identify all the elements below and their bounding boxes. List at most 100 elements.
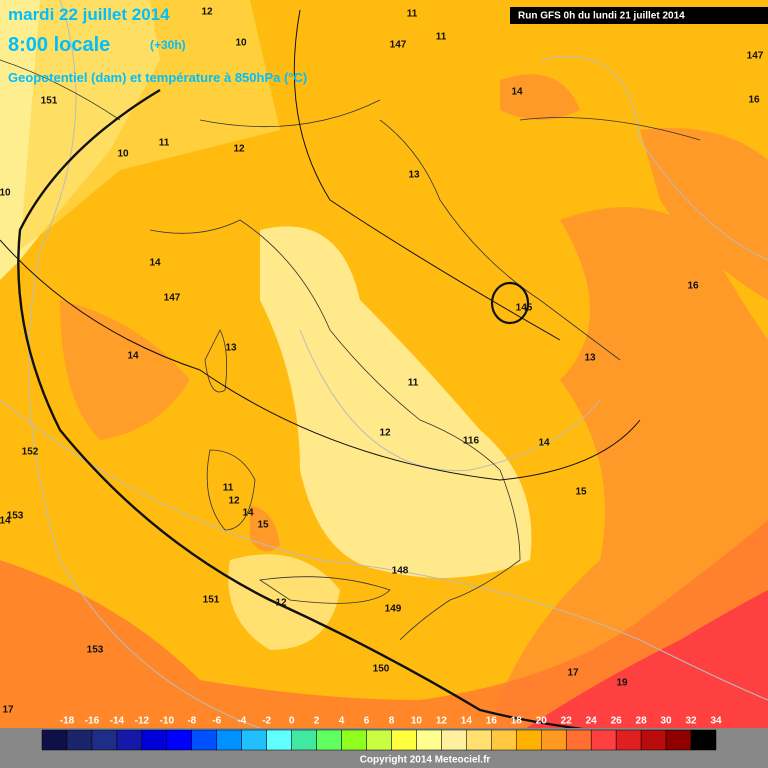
colorbar-swatch bbox=[690, 729, 717, 751]
colorbar-swatch bbox=[665, 729, 692, 751]
colorbar-label: 18 bbox=[511, 716, 523, 727]
contour-label: 147 bbox=[390, 40, 407, 51]
warm-region bbox=[500, 74, 580, 120]
contour-label: 10 bbox=[0, 188, 11, 199]
colorbar-label: -14 bbox=[110, 716, 125, 727]
contour-label: 11 bbox=[223, 483, 234, 494]
colorbar-label: -16 bbox=[85, 716, 100, 727]
colorbar-swatch bbox=[366, 729, 392, 751]
colorbar-label: 28 bbox=[636, 716, 648, 727]
colorbar-label: -2 bbox=[262, 716, 271, 727]
contour-label: 14 bbox=[0, 516, 11, 527]
contour-label: 10 bbox=[235, 38, 247, 49]
colorbar-label: 32 bbox=[685, 716, 697, 727]
colorbar-label: 22 bbox=[561, 716, 573, 727]
contour-label: 147 bbox=[164, 293, 181, 304]
colorbar-label: 24 bbox=[586, 716, 598, 727]
contour-label: 152 bbox=[22, 447, 39, 458]
run-info: Run GFS 0h du lundi 21 juillet 2014 bbox=[518, 11, 685, 22]
lead-time: (+30h) bbox=[150, 38, 186, 52]
colorbar-label: 8 bbox=[389, 716, 395, 727]
colorbar-label: 14 bbox=[461, 716, 473, 727]
coastlines bbox=[0, 59, 701, 641]
run-banner bbox=[510, 7, 768, 24]
contour-label: 14 bbox=[127, 351, 139, 362]
colorbar-swatch bbox=[466, 729, 492, 751]
cool-region bbox=[260, 226, 532, 578]
colorbar-swatch bbox=[341, 729, 367, 751]
contour-label: 11 bbox=[407, 9, 418, 20]
contour-label: 12 bbox=[379, 428, 391, 439]
warm-region bbox=[250, 505, 280, 552]
contour-label: 13 bbox=[584, 353, 596, 364]
contour-label: 17 bbox=[2, 705, 14, 716]
colorbar-swatch bbox=[391, 729, 417, 751]
contour-label: 148 bbox=[392, 566, 409, 577]
colorbar-label: -12 bbox=[135, 716, 150, 727]
contour-label: 19 bbox=[616, 678, 628, 689]
colorbar-swatch bbox=[316, 729, 342, 751]
contour-label: 149 bbox=[385, 604, 402, 615]
contour-label: 153 bbox=[7, 511, 24, 522]
contour-label: 14 bbox=[511, 87, 523, 98]
contour-label: 16 bbox=[687, 281, 699, 292]
contour-label: 11 bbox=[159, 138, 170, 149]
colorbar-label: 16 bbox=[486, 716, 498, 727]
contour-label: 147 bbox=[747, 51, 764, 62]
colorbar-swatch bbox=[166, 729, 193, 751]
contour-label: 14 bbox=[538, 438, 550, 449]
contour-label: 14 bbox=[242, 508, 254, 519]
colorbar-label: 12 bbox=[436, 716, 448, 727]
colorbar-label: 10 bbox=[411, 716, 423, 727]
colorbar-swatch bbox=[491, 729, 517, 751]
contour-label: 151 bbox=[203, 595, 220, 606]
colorbar-label: 34 bbox=[710, 716, 722, 727]
geopotential-contours bbox=[0, 9, 768, 742]
colorbar-label: 20 bbox=[536, 716, 548, 727]
contour-label: 13 bbox=[225, 343, 237, 354]
date-title: mardi 22 juillet 2014 bbox=[8, 5, 170, 24]
colorbar-label: 0 bbox=[289, 716, 295, 727]
contour-label: 12 bbox=[228, 496, 240, 507]
time-title: 8:00 locale bbox=[8, 34, 110, 56]
colorbar-swatch bbox=[266, 729, 292, 751]
colorbar-swatch bbox=[640, 729, 667, 751]
colorbar-swatch bbox=[291, 729, 317, 751]
contour-label: 15 bbox=[257, 520, 269, 531]
colorbar-swatch bbox=[441, 729, 467, 751]
colorbar-swatch bbox=[241, 729, 267, 751]
temperature-contours bbox=[0, 0, 768, 741]
colorbar-swatch bbox=[615, 729, 642, 751]
colorbar-swatch bbox=[141, 729, 168, 751]
contour-label: 17 bbox=[567, 668, 579, 679]
colorbar-swatch bbox=[590, 729, 617, 751]
colorbar-swatch bbox=[116, 729, 143, 751]
cool-region bbox=[228, 554, 340, 650]
contour-label: 145 bbox=[516, 303, 533, 314]
contour-label: 12 bbox=[233, 144, 245, 155]
field-title: Geopotentiel (dam) et température à 850h… bbox=[8, 70, 307, 85]
colorbar-label: 26 bbox=[611, 716, 623, 727]
contour-label: 12 bbox=[275, 598, 287, 609]
contour-label: 153 bbox=[87, 645, 104, 656]
contour-label: 151 bbox=[41, 96, 58, 107]
colorbar-label: 2 bbox=[314, 716, 320, 727]
colorbar-swatch bbox=[66, 729, 93, 751]
colorbar-swatch bbox=[41, 729, 68, 751]
colorbar-label: -10 bbox=[160, 716, 175, 727]
colorbar-swatch bbox=[191, 729, 217, 751]
colorbar-swatch bbox=[541, 729, 567, 751]
contour-label: 150 bbox=[373, 664, 390, 675]
colorbar-label: 6 bbox=[364, 716, 370, 727]
copyright: Copyright 2014 Meteociel.fr bbox=[360, 755, 491, 766]
colorbar-swatch bbox=[416, 729, 442, 751]
contour-label: 12 bbox=[201, 7, 213, 18]
colorbar-label: -18 bbox=[60, 716, 75, 727]
colorbar-label: -8 bbox=[187, 716, 196, 727]
colorbar-swatch bbox=[91, 729, 118, 751]
warm-region bbox=[640, 128, 768, 300]
contour-label: 16 bbox=[748, 95, 760, 106]
colorbar-swatch bbox=[216, 729, 242, 751]
contour-label: 11 bbox=[436, 32, 447, 43]
